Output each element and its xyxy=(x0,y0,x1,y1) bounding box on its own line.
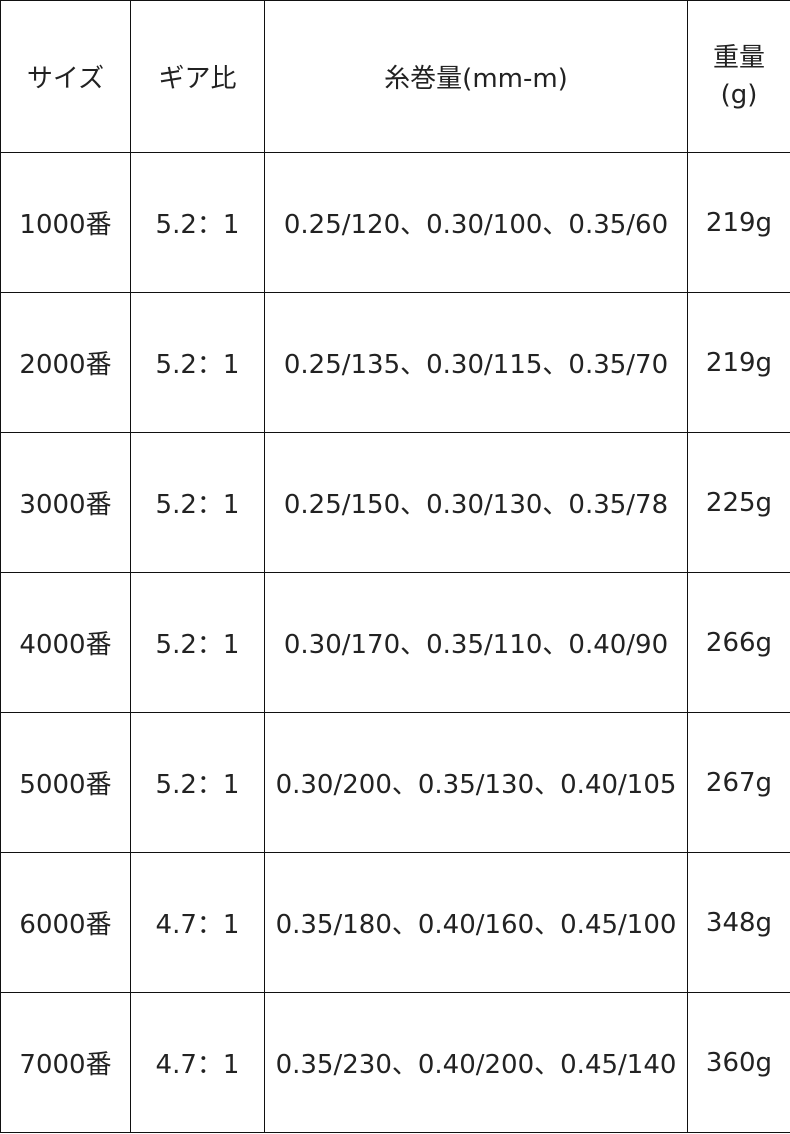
table-cell: 7000番 xyxy=(0,992,131,1133)
table-cell: 5.2：1 xyxy=(130,152,265,293)
header-cell: 糸巻量(mm-m) xyxy=(264,0,688,153)
table-row: 5000番 5.2：1 0.30/200、0.35/130、0.40/105 267g xyxy=(0,712,790,853)
table-cell: 267g xyxy=(687,712,790,853)
table-row: 3000番 5.2：1 0.25/150、0.30/130、0.35/78 225g xyxy=(0,432,790,573)
table-cell: 5.2：1 xyxy=(130,572,265,713)
table-cell: 225g xyxy=(687,432,790,573)
table-cell: 3000番 xyxy=(0,432,131,573)
table-cell: 360g xyxy=(687,992,790,1133)
table-cell: 4000番 xyxy=(0,572,131,713)
table-cell: 0.30/200、0.35/130、0.40/105 xyxy=(264,712,688,853)
table-cell: 5000番 xyxy=(0,712,131,853)
table-cell: 5.2：1 xyxy=(130,712,265,853)
table-cell: 0.35/230、0.40/200、0.45/140 xyxy=(264,992,688,1133)
table-cell: 1000番 xyxy=(0,152,131,293)
table-row: 1000番 5.2：1 0.25/120、0.30/100、0.35/60 219g xyxy=(0,152,790,293)
table-row: 7000番 4.7：1 0.35/230、0.40/200、0.45/140 360g xyxy=(0,992,790,1133)
table-cell: 0.25/120、0.30/100、0.35/60 xyxy=(264,152,688,293)
table-row: 4000番 5.2：1 0.30/170、0.35/110、0.40/90 266g xyxy=(0,572,790,713)
table-cell: 4.7：1 xyxy=(130,992,265,1133)
table-cell: 6000番 xyxy=(0,852,131,993)
header-cell: ギア比 xyxy=(130,0,265,153)
table-cell: 348g xyxy=(687,852,790,993)
table-cell: 0.25/135、0.30/115、0.35/70 xyxy=(264,292,688,433)
table-body: 1000番 5.2：1 0.25/120、0.30/100、0.35/60 219g 2… xyxy=(0,152,790,1133)
header-text: 重量(g) xyxy=(712,43,765,110)
table-row: 2000番 5.2：1 0.25/135、0.30/115、0.35/70 219g xyxy=(0,292,790,433)
table-cell: 4.7：1 xyxy=(130,852,265,993)
header-cell: 重量(g) xyxy=(687,0,790,153)
header-cell: サイズ xyxy=(0,0,131,153)
table-cell: 219g xyxy=(687,292,790,433)
table-cell: 5.2：1 xyxy=(130,432,265,573)
table-cell: 2000番 xyxy=(0,292,131,433)
table-cell: 219g xyxy=(687,152,790,293)
table-cell: 5.2：1 xyxy=(130,292,265,433)
table-cell: 0.25/150、0.30/130、0.35/78 xyxy=(264,432,688,573)
table-row: 6000番 4.7：1 0.35/180、0.40/160、0.45/100 348g xyxy=(0,852,790,993)
table-cell: 266g xyxy=(687,572,790,713)
header-row: サイズ ギア比 糸巻量(mm-m) 重量(g) xyxy=(0,0,790,153)
table-cell: 0.30/170、0.35/110、0.40/90 xyxy=(264,572,688,713)
table-cell: 0.35/180、0.40/160、0.45/100 xyxy=(264,852,688,993)
